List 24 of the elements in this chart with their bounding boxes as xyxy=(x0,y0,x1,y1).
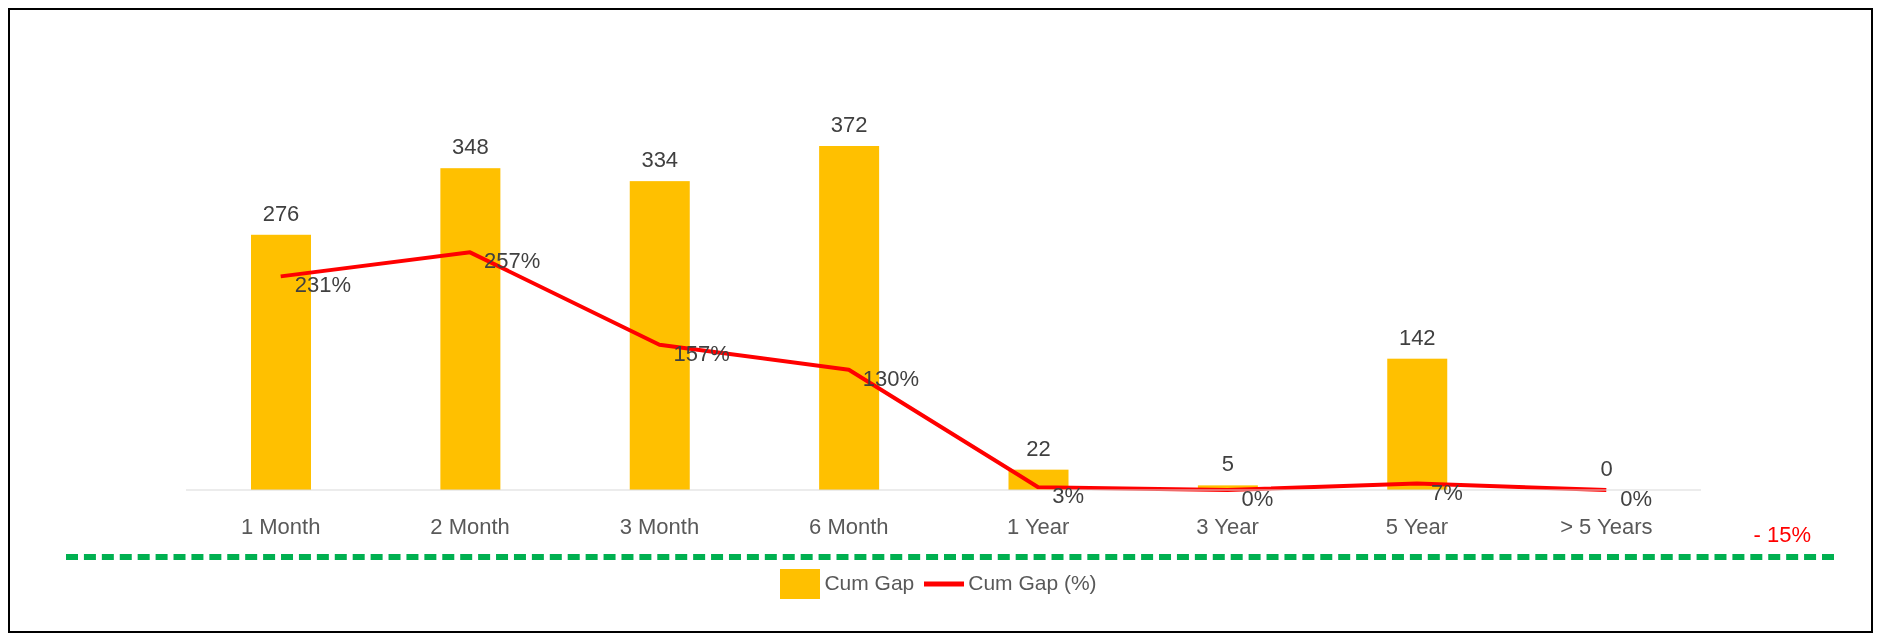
data-label: 142 xyxy=(1398,324,1436,350)
x-tick-label: 3 Year xyxy=(1196,513,1259,539)
legend-label: Cum Gap xyxy=(824,570,915,594)
x-tick-label: 3 Month xyxy=(619,513,700,539)
data-label: 0% xyxy=(1620,486,1653,511)
x-tick-label: 2 Month xyxy=(430,513,510,539)
x-tick-label: 1 Year xyxy=(1006,513,1070,539)
data-label: 348 xyxy=(452,134,489,160)
data-label: 0 xyxy=(1600,456,1613,481)
data-label: 334 xyxy=(641,147,679,173)
data-label: 0% xyxy=(1241,486,1274,511)
x-tick-label: 6 Month xyxy=(809,513,889,539)
x-tick-label: > 5 Years xyxy=(1560,513,1653,539)
data-label: 22 xyxy=(1026,435,1051,461)
data-label: 3% xyxy=(1052,483,1084,509)
data-label: 157% xyxy=(673,340,730,366)
x-tick-label: 5 Year xyxy=(1385,513,1449,539)
legend-label: Cum Gap (%) xyxy=(968,570,1097,594)
x-tick-label: 1 Month xyxy=(240,513,321,539)
data-label: 372 xyxy=(830,112,868,137)
data-label: 7% xyxy=(1430,479,1463,505)
data-label: 5 xyxy=(1221,451,1234,477)
data-label: 276 xyxy=(262,200,300,226)
text: - 15% xyxy=(1753,522,1811,548)
